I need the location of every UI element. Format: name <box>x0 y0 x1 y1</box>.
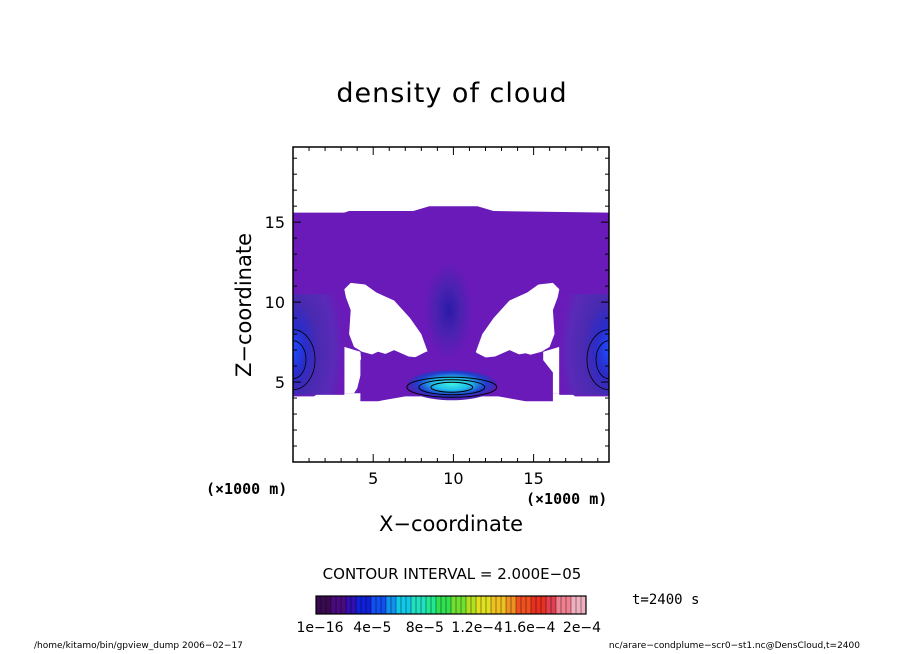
colorbar-tick-label: 2e−4 <box>562 620 602 636</box>
colorbar-segment <box>456 596 462 614</box>
colorbar-segment <box>326 596 332 614</box>
colorbar-segment <box>451 596 457 614</box>
colorbar-segment <box>391 596 397 614</box>
colorbar-tick-label: 1.6e−4 <box>503 620 556 636</box>
x-unit-label-right: (×1000 m) <box>526 490 608 508</box>
colorbar-segment <box>516 596 522 614</box>
plot-axes: 5 10 15 5 10 15 <box>265 146 610 488</box>
colorbar-segment <box>401 596 407 614</box>
colorbar-segment <box>536 596 542 614</box>
colorbar-segment <box>566 596 572 614</box>
colorbar-segment <box>561 596 567 614</box>
density-field <box>293 206 609 402</box>
colorbar-segment <box>541 596 547 614</box>
colorbar-segment <box>441 596 447 614</box>
colorbar-segment <box>506 596 512 614</box>
cloud-gap-lower-left <box>344 346 362 394</box>
time-label: t=2400 s <box>632 592 700 608</box>
colorbar-segment <box>361 596 367 614</box>
colorbar-tick-label: 4e−5 <box>353 620 392 636</box>
colorbar-segment <box>551 596 557 614</box>
colorbar-frame <box>315 595 587 615</box>
colorbar-tick-label: 8e−5 <box>405 620 444 636</box>
colorbar-segment <box>501 596 507 614</box>
x-tick-label: 10 <box>443 469 463 488</box>
colorbar-segment <box>571 596 577 614</box>
cloud-left-edge-core <box>293 294 345 395</box>
colorbar-tick-label: 1e−16 <box>296 620 344 636</box>
colorbar-segment <box>476 596 482 614</box>
colorbar-segment <box>416 596 422 614</box>
colorbar-segment <box>511 596 517 614</box>
colorbar-segment <box>386 596 392 614</box>
colorbar-segment <box>346 596 352 614</box>
colorbar-segment <box>461 596 467 614</box>
right-edge-contour-line <box>586 329 609 391</box>
x-tick-label: 15 <box>523 469 543 488</box>
core-contour-line <box>430 381 474 393</box>
colorbar-segment <box>376 596 382 614</box>
colorbar-segment <box>556 596 562 614</box>
colorbar-segment <box>546 596 552 614</box>
colorbar-segment <box>411 596 417 614</box>
colorbar-segment <box>331 596 337 614</box>
colorbar-segment <box>491 596 497 614</box>
colorbar-segment <box>341 596 347 614</box>
colorbar-segment <box>531 596 537 614</box>
colorbar-segment <box>481 596 487 614</box>
y-tick-label: 5 <box>275 373 285 392</box>
colorbar-segment <box>371 596 377 614</box>
core-contour-line <box>406 376 498 398</box>
colorbar-segment <box>381 596 387 614</box>
colorbar-segment <box>336 596 342 614</box>
colorbar-segment <box>351 596 357 614</box>
x-tick-label: 5 <box>368 469 378 488</box>
cloud-gap-right <box>475 282 560 359</box>
colorbar-segment <box>576 596 582 614</box>
colorbar-segment <box>431 596 437 614</box>
colorbar-segment <box>446 596 452 614</box>
colorbar-segment <box>356 596 362 614</box>
colorbar-segment <box>581 596 587 614</box>
y-axis-label: Z−coordinate <box>232 233 256 377</box>
x-unit-label-left: (×1000 m) <box>206 480 288 498</box>
colorbar-tick-label: 1.2e−4 <box>451 620 503 636</box>
right-edge-contour-line <box>595 340 609 380</box>
colorbar-segment <box>396 596 402 614</box>
colorbar-segment <box>496 596 502 614</box>
core-contour-line <box>418 379 486 396</box>
left-edge-contour-line <box>293 329 316 391</box>
colorbar-segment <box>366 596 372 614</box>
colorbar-segment <box>486 596 492 614</box>
colorbar-segment <box>471 596 477 614</box>
plot-frame <box>292 146 610 463</box>
colorbar-segment <box>321 596 327 614</box>
colorbar-segment <box>316 596 322 614</box>
footer-right: nc/arare−condplume−scr0−st1.nc@DensCloud… <box>608 641 860 651</box>
colorbar-segment <box>426 596 432 614</box>
colorbar <box>315 595 587 615</box>
footer-left: /home/kitamo/bin/gpview_dump 2006−02−17 <box>34 641 243 651</box>
colorbar-segment <box>406 596 412 614</box>
left-edge-contour-line <box>293 340 307 380</box>
cloud-central-column <box>424 262 473 359</box>
y-tick-label: 15 <box>265 213 285 232</box>
colorbar-segment <box>421 596 427 614</box>
colorbar-segment <box>526 596 532 614</box>
colorbar-segment <box>521 596 527 614</box>
cloud-gap-left <box>344 282 428 359</box>
x-axis-label: X−coordinate <box>379 512 523 536</box>
contour-interval-text: CONTOUR INTERVAL = 2.000E−05 <box>322 565 582 583</box>
colorbar-segment <box>436 596 442 614</box>
y-tick-label: 10 <box>265 293 285 312</box>
colorbar-segment <box>466 596 472 614</box>
chart-title: density of cloud <box>336 78 568 109</box>
